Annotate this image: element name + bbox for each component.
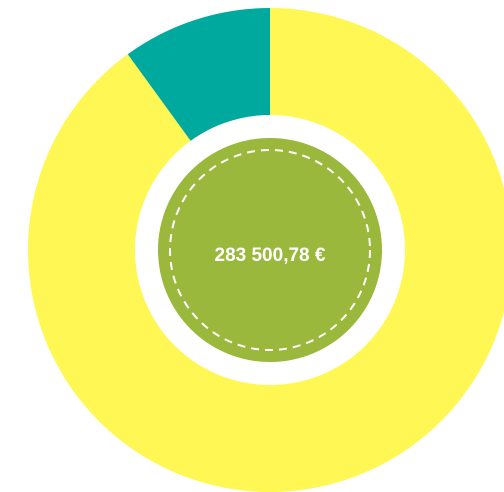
center-disc bbox=[158, 138, 382, 362]
dashed-ring bbox=[169, 149, 371, 351]
center-label: 283 500,78 € bbox=[215, 245, 326, 266]
